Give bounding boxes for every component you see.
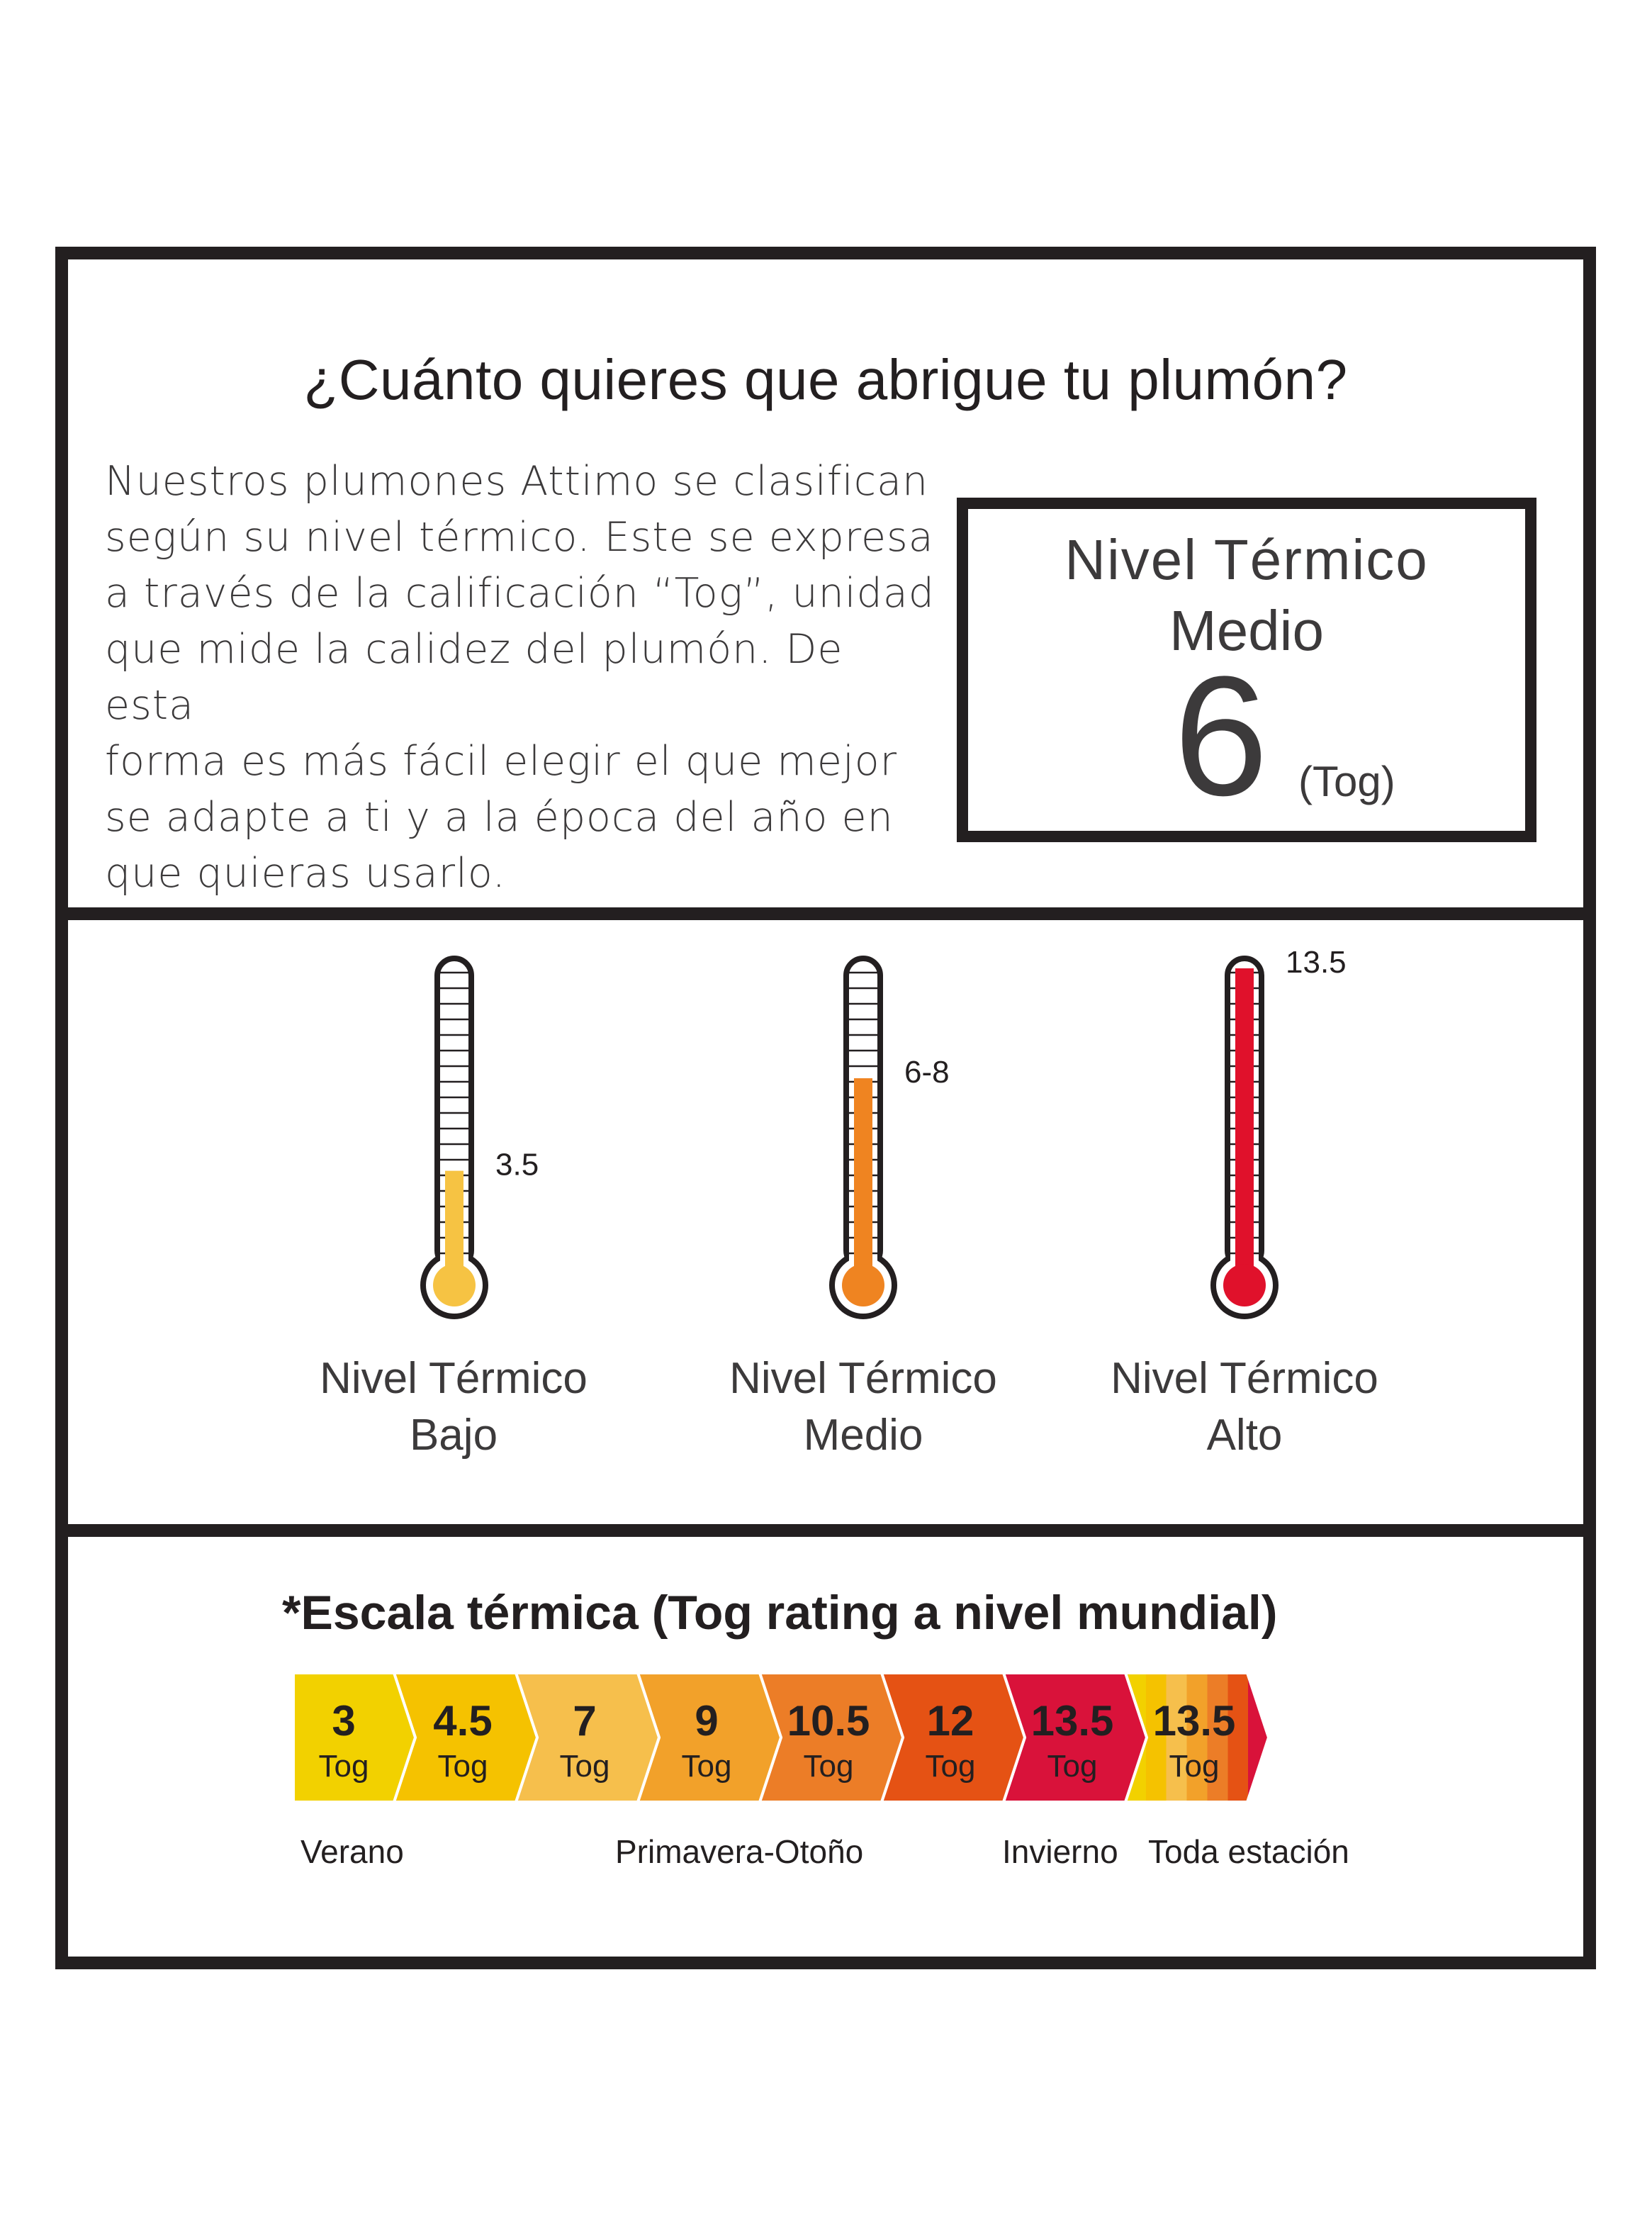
thermometer-reading: 13.5 [1286, 945, 1347, 980]
thermometer-reading: 3.5 [495, 1148, 539, 1182]
thermometer-label-high: Nivel Térmico Alto [1067, 1350, 1422, 1464]
thermometer-label-high-line2: Alto [1206, 1411, 1283, 1460]
season-label-summer: Verano [300, 1833, 404, 1870]
tog-segment-value: 9 [695, 1697, 718, 1745]
tog-segment-value: 13.5 [1031, 1697, 1114, 1745]
tog-segment-unit: Tog [438, 1749, 488, 1784]
tog-segment-value: 13.5 [1153, 1697, 1236, 1745]
tog-segment-unit: Tog [1169, 1749, 1220, 1784]
level-box-value: 6 [1174, 641, 1269, 831]
tog-scale-graphic: 3 Tog 4.5 Tog 7 Tog 9 Tog 10.5 Tog 12 Tog 13.5 Tog 13.… [292, 1673, 1271, 1803]
thermometer-label-low: Nivel Térmico Bajo [276, 1350, 631, 1464]
thermometer-bulb-fill [842, 1264, 884, 1306]
thermometer-label-medium: Nivel Térmico Medio [686, 1350, 1040, 1464]
section-divider-bottom [68, 1524, 1583, 1537]
thermometer-medium: 6-8 [829, 956, 950, 1319]
section-divider-top [68, 907, 1583, 920]
thermometer-label-low-line2: Bajo [409, 1411, 498, 1460]
thermometer-low: 3.5 [420, 956, 539, 1319]
page-title: ¿Cuánto quieres que abrigue tu plumón? [303, 348, 1348, 411]
thermometers-graphic: 3.5 6-8 13.5 [420, 945, 1347, 1319]
level-box-unit: (Tog) [1298, 758, 1395, 805]
tog-segment-value: 3 [332, 1697, 355, 1745]
thermometer-reading: 6-8 [904, 1055, 950, 1090]
season-label-winter: Invierno [1002, 1833, 1118, 1870]
thermometer-high: 13.5 [1210, 945, 1347, 1319]
tog-segment-unit: Tog [682, 1749, 732, 1784]
thermal-level-box: Nivel Térmico Medio 6 (Tog) [957, 498, 1536, 842]
level-box-label: Nivel Térmico [1064, 528, 1429, 591]
tog-segment-unit: Tog [804, 1749, 854, 1784]
thermometer-bulb-fill [433, 1264, 476, 1306]
thermometer-fill [854, 1078, 872, 1285]
thermometer-label-medium-line2: Medio [803, 1411, 923, 1460]
season-label-all-season: Toda estación [1148, 1833, 1349, 1870]
season-label-spring-autumn: Primavera-Otoño [615, 1833, 864, 1870]
tog-segment-unit: Tog [319, 1749, 369, 1784]
thermometer-bulb-fill [1223, 1264, 1266, 1306]
tog-segment-value: 4.5 [433, 1697, 492, 1745]
tog-segment-value: 12 [927, 1697, 974, 1745]
thermometer-fill [1235, 968, 1254, 1285]
thermometer-label-low-line1: Nivel Térmico [320, 1354, 588, 1403]
outer-frame [55, 247, 1596, 1969]
tog-segment-value: 7 [573, 1697, 596, 1745]
tog-segment [292, 1673, 417, 1803]
tog-segment-value: 10.5 [787, 1697, 870, 1745]
intro-paragraph: Nuestros plumones Attimo se clasifican s… [105, 458, 935, 897]
level-box-level: Medio [1169, 599, 1324, 662]
tog-segment-unit: Tog [1047, 1749, 1098, 1784]
tog-segment-unit: Tog [560, 1749, 610, 1784]
scale-title: *Escala térmica (Tog rating a nivel mund… [282, 1586, 1278, 1640]
thermometer-label-high-line1: Nivel Térmico [1111, 1354, 1378, 1403]
thermometer-label-medium-line1: Nivel Térmico [729, 1354, 997, 1403]
tog-segment-unit: Tog [926, 1749, 976, 1784]
